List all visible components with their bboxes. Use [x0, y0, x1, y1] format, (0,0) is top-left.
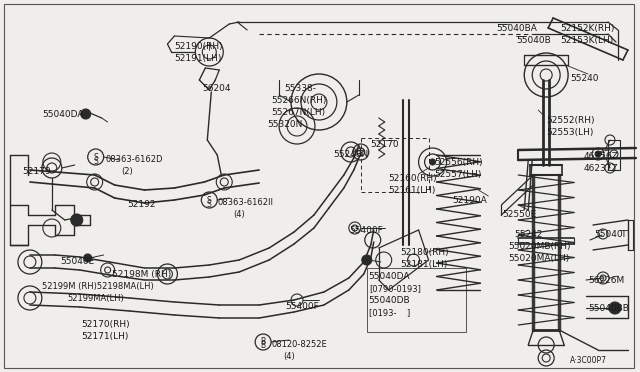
- Circle shape: [595, 151, 601, 157]
- Text: 55248N: 55248N: [333, 150, 368, 159]
- Text: 46356Z: 46356Z: [584, 152, 619, 161]
- Text: S: S: [93, 157, 98, 166]
- Circle shape: [362, 255, 372, 265]
- Text: 55040DB: 55040DB: [369, 296, 410, 305]
- Circle shape: [429, 159, 436, 165]
- Text: 55267N(LH): 55267N(LH): [271, 108, 325, 117]
- Text: 55240: 55240: [570, 74, 598, 83]
- Text: 55242: 55242: [515, 230, 543, 239]
- Text: [0193-    ]: [0193- ]: [369, 308, 410, 317]
- Text: B: B: [260, 341, 266, 350]
- Text: 52550E: 52550E: [502, 210, 536, 219]
- Text: 52191(LH): 52191(LH): [175, 54, 222, 63]
- Text: 08363-6162II: 08363-6162II: [217, 198, 273, 207]
- Text: 55400F: 55400F: [285, 302, 319, 311]
- Text: 52190A: 52190A: [452, 196, 487, 205]
- Text: 52171(LH): 52171(LH): [82, 332, 129, 341]
- Text: 56226M: 56226M: [588, 276, 624, 285]
- Text: 52198M (RH): 52198M (RH): [111, 270, 171, 279]
- Text: 55320N: 55320N: [267, 120, 303, 129]
- Text: 52160(RH): 52160(RH): [388, 174, 437, 183]
- Text: (4): (4): [283, 352, 295, 361]
- Text: 52180(RH): 52180(RH): [401, 248, 449, 257]
- Text: 52170: 52170: [371, 140, 399, 149]
- Circle shape: [84, 254, 92, 262]
- Text: 52170(RH): 52170(RH): [82, 320, 131, 329]
- Text: 52153K(LH): 52153K(LH): [560, 36, 613, 45]
- Bar: [367, 268, 467, 332]
- Circle shape: [81, 109, 91, 119]
- Text: 52552(RH): 52552(RH): [546, 116, 595, 125]
- Circle shape: [71, 214, 83, 226]
- Text: B: B: [260, 337, 266, 346]
- Text: 52152K(RH): 52152K(RH): [560, 24, 614, 33]
- Text: 55040DA: 55040DA: [369, 272, 410, 281]
- Text: 52199M (RH)52198MA(LH): 52199M (RH)52198MA(LH): [42, 282, 154, 291]
- Text: 55040B: 55040B: [516, 36, 551, 45]
- Text: A·3C00P7: A·3C00P7: [570, 356, 607, 365]
- Text: 55040BB: 55040BB: [588, 304, 629, 313]
- Text: (4): (4): [233, 210, 245, 219]
- Text: 55020MB(RH): 55020MB(RH): [508, 242, 571, 251]
- Text: 55040E: 55040E: [60, 257, 94, 266]
- Text: 52179: 52179: [22, 167, 51, 176]
- Text: 52161(LH): 52161(LH): [388, 186, 436, 195]
- Text: 52181(LH): 52181(LH): [401, 260, 448, 269]
- Text: S: S: [207, 199, 212, 208]
- Text: S: S: [207, 196, 212, 205]
- Text: 52190(RH): 52190(RH): [175, 42, 223, 51]
- Text: 08120-8252E: 08120-8252E: [271, 340, 327, 349]
- Text: 55040I: 55040I: [594, 230, 625, 239]
- Text: 55400F: 55400F: [349, 226, 383, 235]
- Text: 46237Z: 46237Z: [584, 164, 619, 173]
- Text: S: S: [93, 153, 98, 161]
- Text: 55040DA: 55040DA: [42, 110, 83, 119]
- Text: 55338-: 55338-: [284, 84, 316, 93]
- Text: 52553(LH): 52553(LH): [546, 128, 593, 137]
- Bar: [608, 140, 620, 170]
- Text: 55040BA: 55040BA: [497, 24, 537, 33]
- Text: 55266N(RH): 55266N(RH): [271, 96, 326, 105]
- Text: 55020MA(LH): 55020MA(LH): [508, 254, 570, 263]
- Text: 52192: 52192: [127, 200, 156, 209]
- Text: 08363-6162D: 08363-6162D: [106, 155, 163, 164]
- Text: 52557(LH): 52557(LH): [435, 170, 482, 179]
- Text: 52199MA(LH): 52199MA(LH): [68, 294, 125, 303]
- Text: 56204: 56204: [202, 84, 231, 93]
- Text: (2): (2): [122, 167, 133, 176]
- Circle shape: [609, 302, 621, 314]
- Text: 52556(RH): 52556(RH): [435, 158, 483, 167]
- Text: [0790-0193]: [0790-0193]: [369, 284, 420, 293]
